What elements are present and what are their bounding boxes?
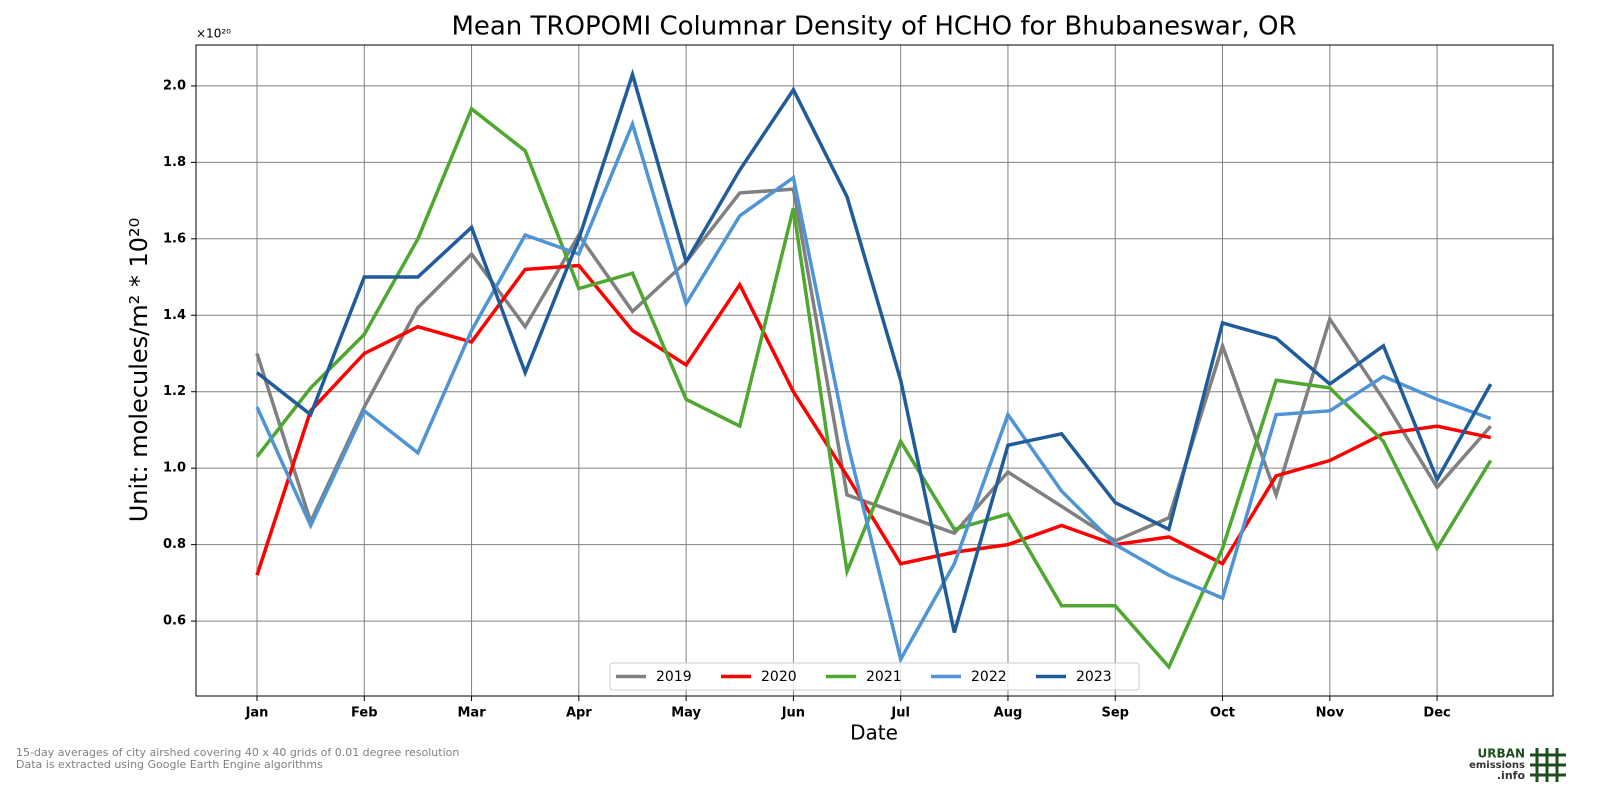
y-tick-label: 1.0 [163,461,186,476]
y-tick-label: 2.0 [163,78,186,93]
y-offset-label: ×10²⁰ [196,27,231,41]
y-tick-label: 1.4 [163,308,186,323]
logo-text: emissions [1469,760,1525,771]
logo-text: .info [1497,769,1526,782]
x-tick-label: Jul [890,706,910,721]
logo-text: URBAN [1478,747,1525,761]
legend-box [609,662,1140,691]
x-tick-label: Jun [781,706,805,721]
legend-label: 2023 [1076,669,1112,685]
legend: 2019 2020 2021 2022 2023 [609,662,1140,691]
chart-title: Mean TROPOMI Columnar Density of HCHO fo… [451,12,1296,42]
series-line [255,118,1492,665]
x-tick-label: Sep [1101,706,1129,721]
x-tick-label: Feb [351,706,377,721]
x-tick-label: May [671,706,701,721]
y-tick-label: 1.2 [163,384,186,399]
y-tick-label: 0.6 [163,614,186,629]
x-tick-label: Apr [566,706,592,721]
x-axis-label: Date [850,721,898,745]
x-tick-label: Mar [457,706,486,721]
legend-label: 2022 [971,669,1007,685]
x-tick-label: Dec [1423,706,1450,721]
legend-label: 2019 [656,669,692,685]
legend-label: 2020 [761,669,797,685]
x-tick-label: Aug [994,706,1023,721]
plot-frame [195,44,1554,697]
x-tick-label: Nov [1316,706,1345,721]
series-line [255,263,1492,576]
y-tick-label: 1.6 [163,231,186,246]
legend-label: 2021 [866,669,902,685]
y-tick-label: 0.8 [163,537,186,552]
logo: URBAN emissions .info [1469,747,1566,782]
footnote: Data is extracted using Google Earth Eng… [16,758,323,771]
y-tick-label: 1.8 [163,155,186,170]
x-tick-label: Oct [1210,706,1235,721]
series-line [255,106,1493,671]
footnote: 15-day averages of city airshed covering… [16,746,459,759]
series-line [255,68,1493,634]
x-tick-label: Jan [245,706,269,721]
y-axis-label: Unit: molecules/m² * 10²⁰ [125,218,153,523]
logo-icon [1530,748,1566,782]
